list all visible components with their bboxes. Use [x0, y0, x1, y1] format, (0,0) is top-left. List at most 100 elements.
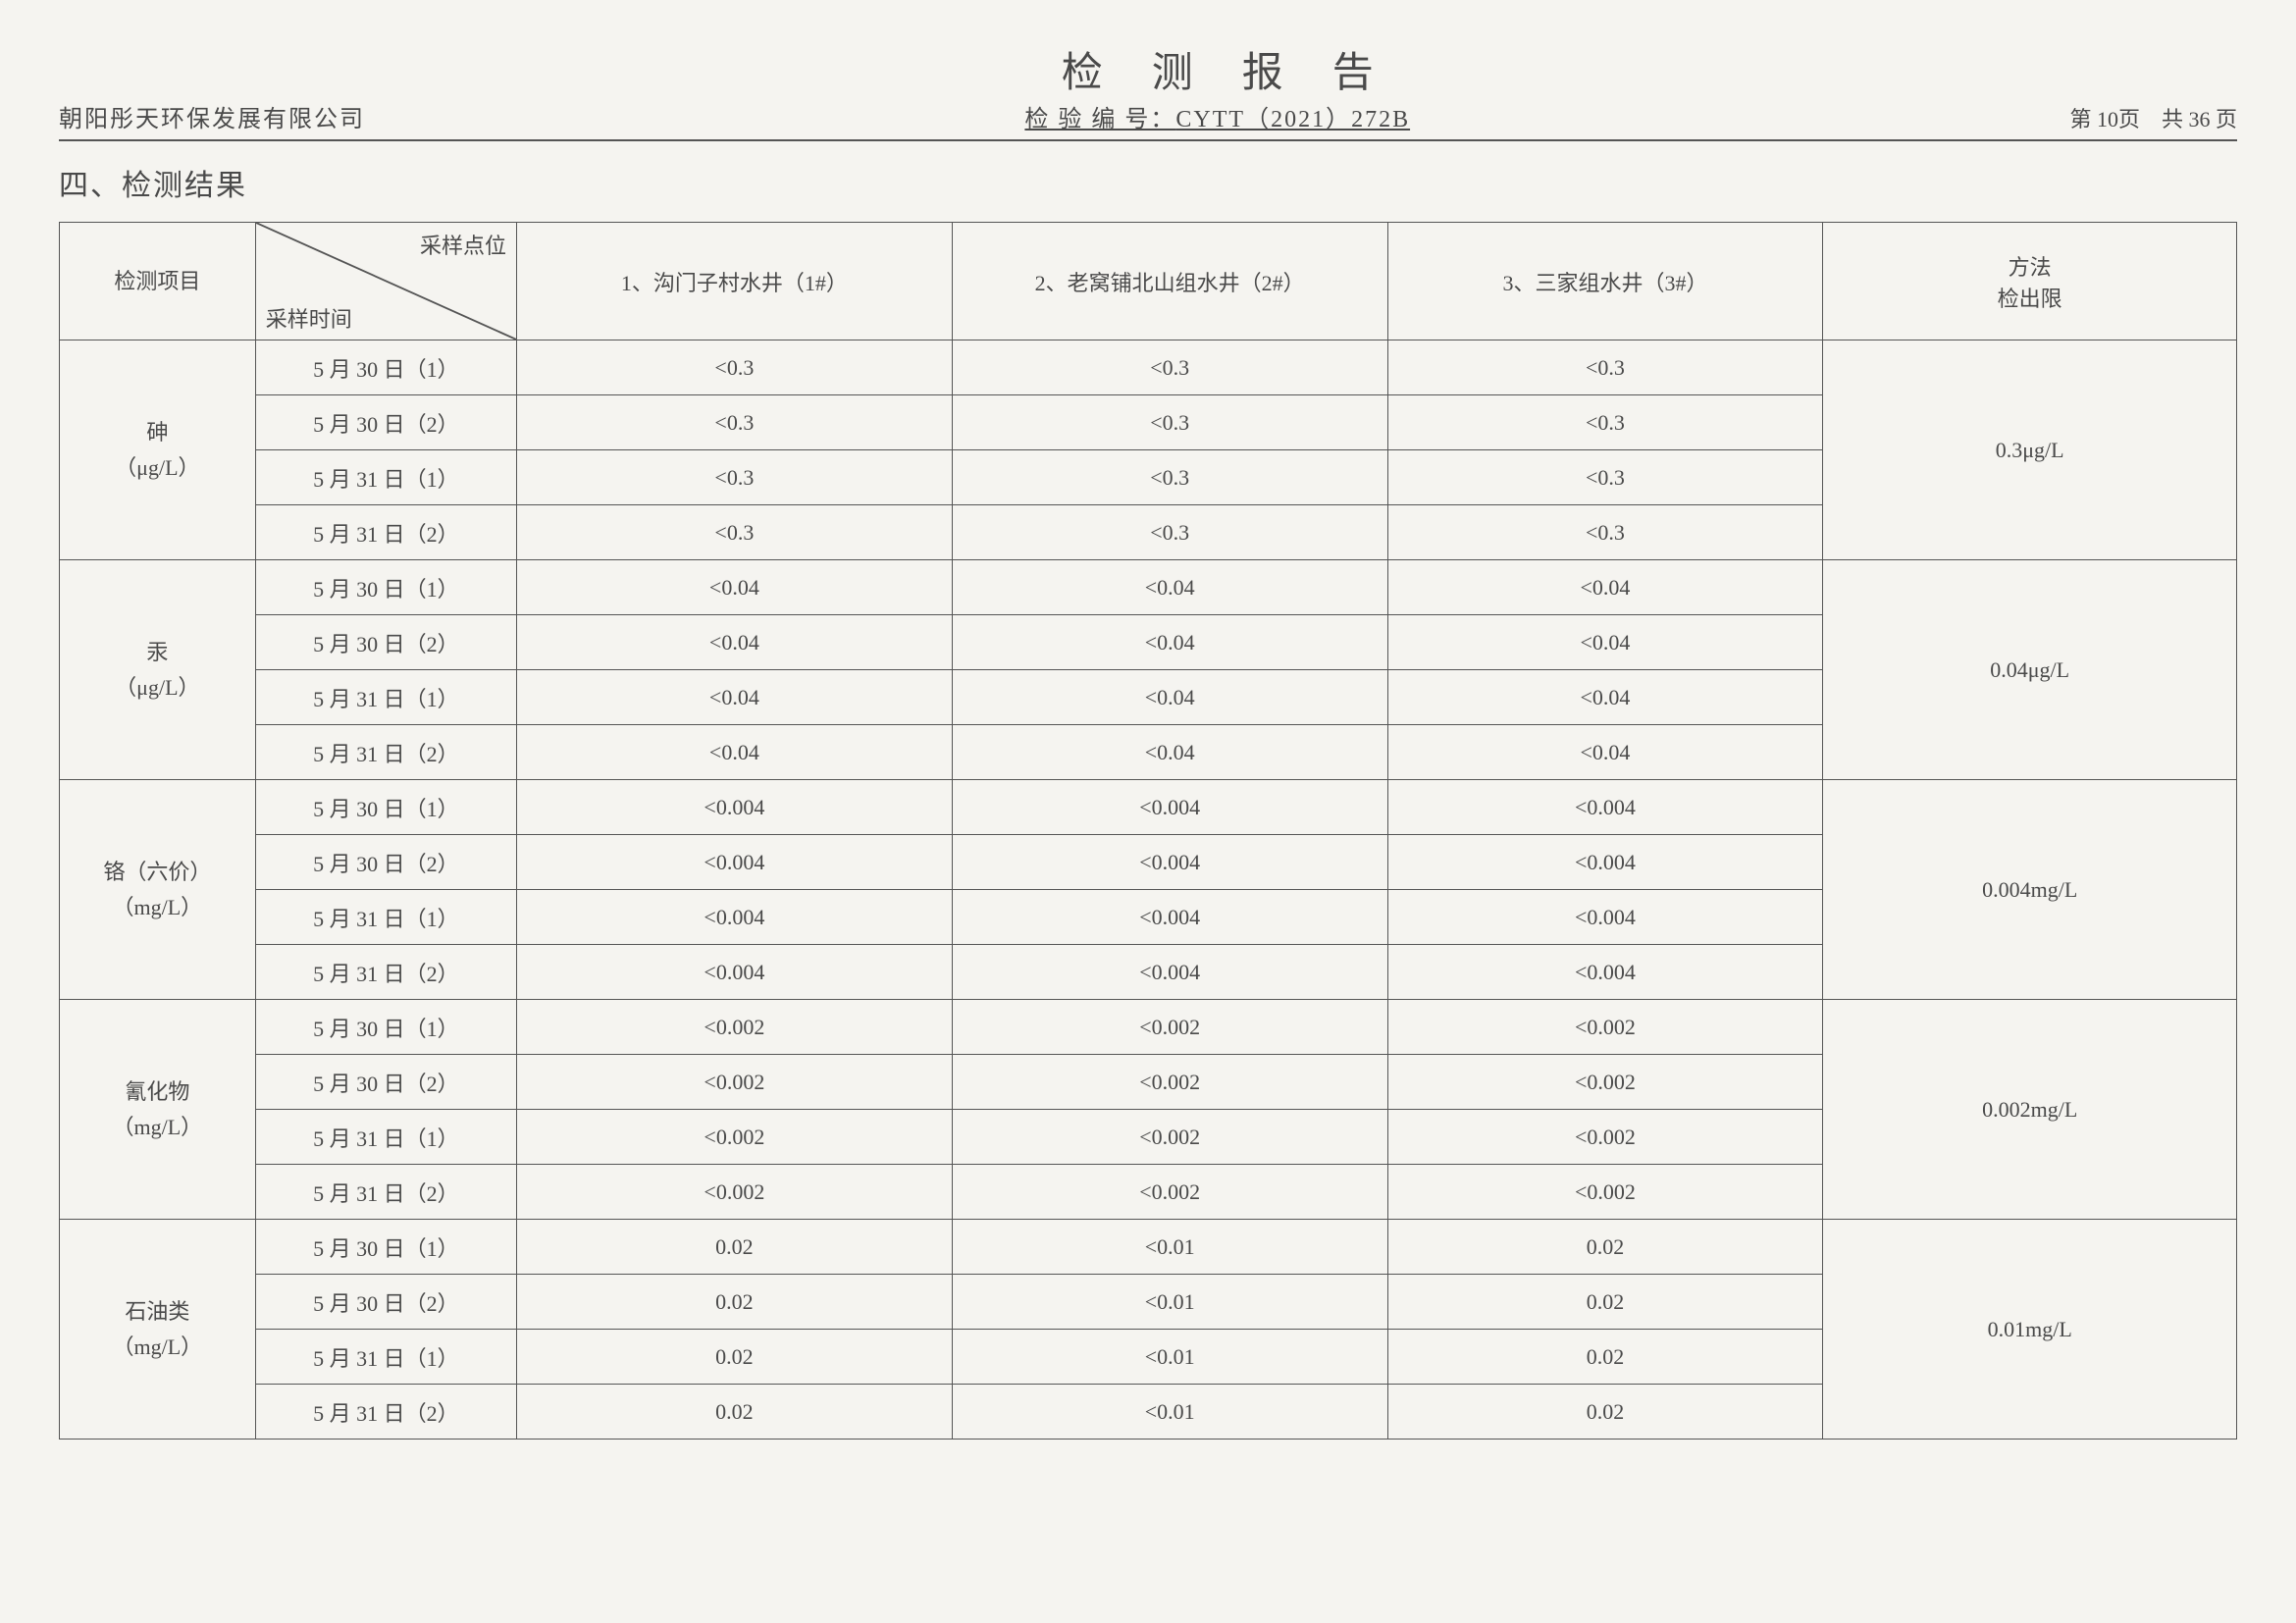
sampling-time: 5 月 31 日（2）	[255, 1165, 516, 1220]
limit-header: 方法 检出限	[1823, 223, 2237, 340]
value-cell: <0.01	[952, 1330, 1387, 1385]
value-cell: <0.3	[1387, 340, 1823, 395]
value-cell: <0.04	[1387, 670, 1823, 725]
value-cell: <0.002	[952, 1055, 1387, 1110]
sampling-time: 5 月 30 日（1）	[255, 340, 516, 395]
value-cell: <0.04	[952, 670, 1387, 725]
value-cell: <0.004	[516, 780, 952, 835]
value-cell: 0.02	[1387, 1220, 1823, 1275]
param-name: 砷	[146, 420, 168, 445]
value-cell: <0.3	[1387, 395, 1823, 450]
diag-label-bottom: 采样时间	[266, 302, 352, 334]
param-unit: （mg/L）	[64, 1110, 251, 1144]
value-cell: 0.02	[1387, 1385, 1823, 1440]
param-cell: 氰化物 （mg/L）	[60, 1000, 256, 1220]
diag-label-top: 采样点位	[420, 229, 506, 260]
value-cell: <0.004	[516, 945, 952, 1000]
limit-header-l1: 方法	[2009, 255, 2052, 280]
sampling-time: 5 月 30 日（2）	[255, 835, 516, 890]
param-cell: 砷 （μg/L）	[60, 340, 256, 560]
value-cell: 0.02	[516, 1220, 952, 1275]
value-cell: <0.002	[1387, 1000, 1823, 1055]
sampling-time: 5 月 30 日（1）	[255, 780, 516, 835]
value-cell: <0.3	[516, 340, 952, 395]
value-cell: <0.002	[516, 1165, 952, 1220]
section-title: 四、检测结果	[59, 161, 2237, 204]
detection-limit: 0.01mg/L	[1823, 1220, 2237, 1440]
detection-limit: 0.04μg/L	[1823, 560, 2237, 780]
sampling-time: 5 月 30 日（2）	[255, 395, 516, 450]
param-name: 氰化物	[125, 1079, 189, 1104]
results-table: 检测项目 采样点位 采样时间 1、沟门子村水井（1#） 2、老窝铺北山组水井（2…	[59, 222, 2237, 1440]
value-cell: <0.3	[516, 395, 952, 450]
limit-header-l2: 检出限	[1998, 287, 2062, 311]
sampling-time: 5 月 30 日（1）	[255, 560, 516, 615]
page-header: 朝阳彤天环保发展有限公司 检测报告 检 验 编 号：CYTT（2021）272B…	[59, 39, 2237, 141]
sampling-time: 5 月 31 日（2）	[255, 505, 516, 560]
value-cell: <0.01	[952, 1275, 1387, 1330]
sampling-time: 5 月 30 日（1）	[255, 1000, 516, 1055]
sampling-time: 5 月 31 日（2）	[255, 945, 516, 1000]
value-cell: <0.004	[516, 835, 952, 890]
report-number-label: 检 验 编 号：	[1024, 107, 1175, 132]
value-cell: 0.02	[1387, 1330, 1823, 1385]
title-block: 检测报告 检 验 编 号：CYTT（2021）272B	[404, 39, 2030, 133]
value-cell: <0.004	[516, 890, 952, 945]
param-unit: （μg/L）	[64, 450, 251, 485]
table-row: 石油类（mg/L）5 月 30 日（1）0.02<0.010.020.01mg/…	[60, 1220, 2237, 1275]
sampling-time: 5 月 30 日（2）	[255, 615, 516, 670]
value-cell: <0.04	[516, 560, 952, 615]
value-cell: <0.002	[952, 1165, 1387, 1220]
param-unit: （mg/L）	[64, 1330, 251, 1364]
param-unit: （mg/L）	[64, 890, 251, 924]
table-row: 氰化物（mg/L）5 月 30 日（1）<0.002<0.002<0.0020.…	[60, 1000, 2237, 1055]
value-cell: <0.002	[516, 1055, 952, 1110]
value-cell: <0.3	[952, 505, 1387, 560]
value-cell: <0.3	[516, 505, 952, 560]
param-header: 检测项目	[60, 223, 256, 340]
value-cell: <0.04	[516, 670, 952, 725]
param-cell: 铬（六价） （mg/L）	[60, 780, 256, 1000]
value-cell: <0.3	[952, 395, 1387, 450]
detection-limit: 0.3μg/L	[1823, 340, 2237, 560]
value-cell: <0.04	[516, 725, 952, 780]
value-cell: 0.02	[516, 1275, 952, 1330]
sampling-time: 5 月 31 日（1）	[255, 450, 516, 505]
param-unit: （μg/L）	[64, 670, 251, 705]
report-number: 检 验 编 号：CYTT（2021）272B	[404, 99, 2030, 133]
param-name: 汞	[146, 640, 168, 664]
value-cell: <0.002	[1387, 1165, 1823, 1220]
value-cell: <0.002	[1387, 1055, 1823, 1110]
value-cell: <0.01	[952, 1385, 1387, 1440]
value-cell: <0.004	[1387, 945, 1823, 1000]
sampling-time: 5 月 31 日（1）	[255, 670, 516, 725]
sampling-time: 5 月 30 日（2）	[255, 1275, 516, 1330]
value-cell: <0.004	[952, 835, 1387, 890]
value-cell: <0.002	[516, 1110, 952, 1165]
table-row: 汞（μg/L）5 月 30 日（1）<0.04<0.04<0.040.04μg/…	[60, 560, 2237, 615]
param-name: 铬（六价）	[103, 860, 211, 884]
report-title: 检测报告	[404, 39, 2030, 99]
value-cell: <0.004	[1387, 780, 1823, 835]
value-cell: <0.002	[952, 1000, 1387, 1055]
value-cell: <0.3	[952, 340, 1387, 395]
value-cell: <0.002	[516, 1000, 952, 1055]
value-cell: <0.04	[952, 725, 1387, 780]
page-number: 第 10页 共 36 页	[2069, 102, 2237, 133]
value-cell: <0.004	[952, 945, 1387, 1000]
value-cell: <0.004	[952, 780, 1387, 835]
table-row: 砷（μg/L）5 月 30 日（1）<0.3<0.3<0.30.3μg/L	[60, 340, 2237, 395]
value-cell: <0.01	[952, 1220, 1387, 1275]
page-container: 朝阳彤天环保发展有限公司 检测报告 检 验 编 号：CYTT（2021）272B…	[59, 39, 2237, 1440]
detection-limit: 0.004mg/L	[1823, 780, 2237, 1000]
sampling-time: 5 月 31 日（1）	[255, 1110, 516, 1165]
value-cell: <0.004	[1387, 890, 1823, 945]
report-number-value: CYTT（2021）272B	[1175, 107, 1410, 132]
param-cell: 石油类（mg/L）	[60, 1220, 256, 1440]
diagonal-header: 采样点位 采样时间	[255, 223, 516, 340]
value-cell: <0.3	[952, 450, 1387, 505]
value-cell: <0.3	[1387, 450, 1823, 505]
value-cell: 0.02	[516, 1385, 952, 1440]
sampling-time: 5 月 31 日（1）	[255, 890, 516, 945]
sampling-time: 5 月 30 日（1）	[255, 1220, 516, 1275]
